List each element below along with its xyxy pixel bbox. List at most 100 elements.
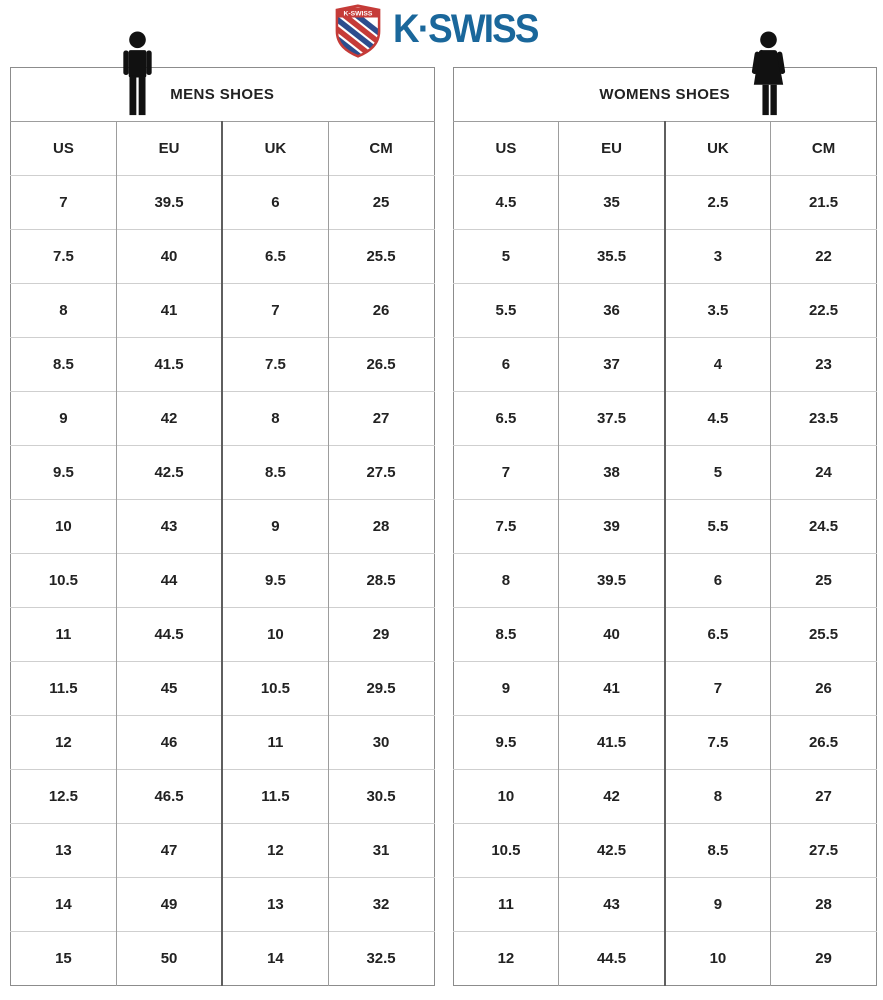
size-cell: 6: [453, 337, 559, 392]
shield-label-text: K-SWISS: [344, 10, 373, 17]
mens-table-title: MENS SHOES: [170, 86, 275, 103]
size-cell: 26: [327, 283, 434, 338]
size-cell: 25.5: [327, 229, 434, 284]
size-cell: 32.5: [327, 931, 434, 986]
size-cell: 8.5: [664, 823, 771, 878]
table-row: 15 50 14 32.5: [10, 931, 434, 986]
table-row: 9 41 7 26: [453, 661, 877, 716]
column-header-us: US: [453, 121, 559, 176]
column-header-uk: UK: [664, 121, 771, 176]
size-cell: 37: [558, 337, 666, 392]
size-cell: 11.5: [10, 661, 117, 716]
womens-size-table-section: WOMENS SHOES US EU UK CM 4.5 35 2.5 21.5 5 35.5 3…: [452, 31, 877, 986]
table-row: 11.5 45 10.5 29.5: [10, 661, 434, 716]
table-row: 10.5 42.5 8.5 27.5: [453, 823, 877, 878]
size-cell: 46.5: [115, 769, 224, 824]
size-cell: 45: [115, 661, 224, 716]
size-cell: 7.5: [664, 715, 771, 770]
size-cell: 42: [558, 769, 666, 824]
size-cell: 27: [770, 769, 877, 824]
table-row: 11 44.5 10 29: [10, 607, 434, 662]
man-icon: [113, 31, 162, 119]
size-cell: 10.5: [10, 553, 117, 608]
size-cell: 5: [453, 229, 559, 284]
size-cell: 27: [327, 391, 434, 446]
size-cell: 41.5: [115, 337, 224, 392]
size-cell: 26.5: [770, 715, 877, 770]
size-cell: 7.5: [453, 499, 559, 554]
size-cell: 30.5: [327, 769, 434, 824]
size-cell: 25.5: [770, 607, 877, 662]
size-cell: 11: [453, 877, 559, 932]
table-row: 13 47 12 31: [10, 823, 434, 878]
mens-size-table-section: MENS SHOES US EU UK CM 7 39.5 6 25 7.5 40 6.5 25.5…: [10, 31, 435, 986]
size-cell: 9: [453, 661, 559, 716]
size-cell: 28: [770, 877, 877, 932]
woman-icon: [744, 31, 793, 119]
womens-table-body: 4.5 35 2.5 21.5 5 35.5 3 22 5.5 36 3.5 22.5 6 37 4 23 6.…: [453, 175, 877, 986]
table-row: 11 43 9 28: [453, 877, 877, 932]
size-cell: 15: [10, 931, 117, 986]
kswiss-logo: K-SWISS K·SWISS: [0, 0, 883, 62]
size-cell: 36: [558, 283, 666, 338]
size-cell: 12: [10, 715, 117, 770]
kswiss-wordmark: K·SWISS: [393, 7, 539, 51]
table-row: 7 39.5 6 25: [10, 175, 434, 230]
size-cell: 28: [327, 499, 434, 554]
size-cell: 9.5: [453, 715, 559, 770]
womens-table-title: WOMENS SHOES: [599, 86, 731, 103]
size-cell: 23.5: [770, 391, 877, 446]
size-cell: 14: [222, 931, 329, 986]
size-cell: 39.5: [115, 175, 224, 230]
table-row: 8 41 7 26: [10, 283, 434, 338]
size-cell: 22: [770, 229, 877, 284]
size-cell: 49: [115, 877, 224, 932]
mens-column-header-row: US EU UK CM: [10, 121, 434, 176]
size-cell: 7: [10, 175, 117, 230]
column-header-uk: UK: [222, 121, 329, 176]
table-row: 7.5 39 5.5 24.5: [453, 499, 877, 554]
table-row: 5.5 36 3.5 22.5: [453, 283, 877, 338]
size-cell: 11: [10, 607, 117, 662]
size-cell: 35: [558, 175, 666, 230]
table-row: 8.5 41.5 7.5 26.5: [10, 337, 434, 392]
mens-size-table: MENS SHOES US EU UK CM 7 39.5 6 25 7.5 40 6.5 25.5…: [10, 67, 435, 986]
size-cell: 42: [115, 391, 224, 446]
size-cell: 44.5: [558, 931, 666, 986]
table-row: 12 44.5 10 29: [453, 931, 877, 986]
size-cell: 24: [770, 445, 877, 500]
column-header-eu: EU: [558, 121, 666, 176]
size-cell: 39.5: [558, 553, 666, 608]
size-cell: 12.5: [10, 769, 117, 824]
size-cell: 2.5: [664, 175, 771, 230]
table-row: 6 37 4 23: [453, 337, 877, 392]
size-cell: 44.5: [115, 607, 224, 662]
size-cell: 26.5: [327, 337, 434, 392]
size-cell: 9.5: [10, 445, 117, 500]
size-cell: 8: [222, 391, 329, 446]
size-cell: 6: [222, 175, 329, 230]
size-cell: 8: [453, 553, 559, 608]
size-cell: 39: [558, 499, 666, 554]
size-cell: 7.5: [222, 337, 329, 392]
size-cell: 44: [115, 553, 224, 608]
size-cell: 12: [222, 823, 329, 878]
size-cell: 41: [558, 661, 666, 716]
size-cell: 10: [664, 931, 771, 986]
column-header-cm: CM: [327, 121, 434, 176]
size-cell: 41.5: [558, 715, 666, 770]
womens-title-row: WOMENS SHOES: [453, 68, 877, 122]
size-cell: 25: [327, 175, 434, 230]
mens-title-row: MENS SHOES: [11, 68, 435, 122]
size-cell: 29.5: [327, 661, 434, 716]
size-cell: 3: [664, 229, 771, 284]
table-row: 10 42 8 27: [453, 769, 877, 824]
size-cell: 9: [10, 391, 117, 446]
table-row: 7.5 40 6.5 25.5: [10, 229, 434, 284]
table-row: 8 39.5 6 25: [453, 553, 877, 608]
table-row: 14 49 13 32: [10, 877, 434, 932]
table-row: 5 35.5 3 22: [453, 229, 877, 284]
size-cell: 5.5: [453, 283, 559, 338]
size-cell: 3.5: [664, 283, 771, 338]
size-cell: 8.5: [222, 445, 329, 500]
